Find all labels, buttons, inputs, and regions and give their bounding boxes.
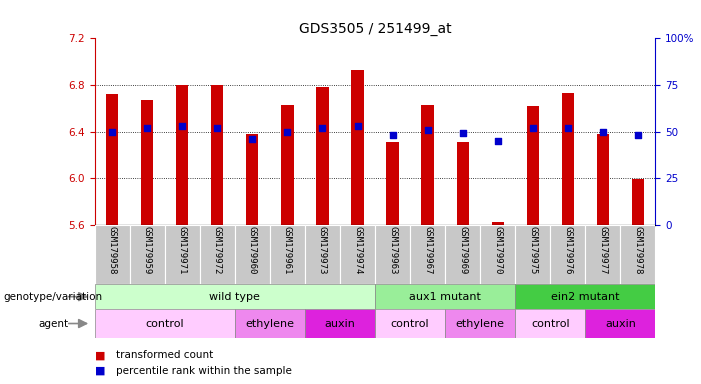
Bar <box>281 105 294 225</box>
Text: GSM179963: GSM179963 <box>388 226 397 274</box>
Bar <box>445 309 515 338</box>
Point <box>352 123 363 129</box>
Bar <box>597 134 609 225</box>
Bar <box>351 70 364 225</box>
Point <box>317 125 328 131</box>
Text: GSM179970: GSM179970 <box>494 226 502 274</box>
Bar <box>95 309 235 338</box>
Bar <box>305 225 340 284</box>
Bar <box>620 225 655 284</box>
Point <box>177 123 188 129</box>
Text: ■: ■ <box>95 350 105 360</box>
Bar <box>270 225 305 284</box>
Text: GSM179972: GSM179972 <box>213 226 222 274</box>
Text: genotype/variation: genotype/variation <box>4 291 102 302</box>
Point <box>562 125 573 131</box>
Bar <box>410 225 445 284</box>
Bar <box>515 225 550 284</box>
Text: GSM179978: GSM179978 <box>634 226 642 274</box>
Bar <box>526 106 539 225</box>
Text: ethylene: ethylene <box>245 318 294 329</box>
Text: control: control <box>145 318 184 329</box>
Bar <box>375 309 445 338</box>
Bar <box>305 309 375 338</box>
Bar <box>95 284 375 309</box>
Text: GSM179976: GSM179976 <box>564 226 572 274</box>
Text: ethylene: ethylene <box>456 318 505 329</box>
Bar <box>585 225 620 284</box>
Bar <box>515 309 585 338</box>
Bar <box>445 225 480 284</box>
Bar <box>141 100 154 225</box>
Point <box>597 128 608 135</box>
Text: aux1 mutant: aux1 mutant <box>409 291 481 302</box>
Bar <box>550 225 585 284</box>
Text: percentile rank within the sample: percentile rank within the sample <box>116 366 292 376</box>
Text: GSM179961: GSM179961 <box>283 226 292 274</box>
Text: ■: ■ <box>95 366 105 376</box>
Text: GSM179973: GSM179973 <box>318 226 327 274</box>
Text: auxin: auxin <box>605 318 636 329</box>
Bar <box>106 94 118 225</box>
Bar <box>585 309 655 338</box>
Bar <box>421 105 434 225</box>
Point <box>142 125 153 131</box>
Point <box>527 125 538 131</box>
Bar <box>235 225 270 284</box>
Text: GSM179959: GSM179959 <box>143 226 151 274</box>
Text: ein2 mutant: ein2 mutant <box>551 291 620 302</box>
Text: GSM179960: GSM179960 <box>248 226 257 274</box>
Point <box>212 125 223 131</box>
Point <box>387 132 398 138</box>
Point <box>457 130 468 136</box>
Point <box>247 136 258 142</box>
Point <box>632 132 644 138</box>
Bar <box>562 93 574 225</box>
Text: auxin: auxin <box>325 318 355 329</box>
Bar <box>456 142 469 225</box>
Text: agent: agent <box>39 318 69 329</box>
Bar <box>316 87 329 225</box>
Bar <box>515 284 655 309</box>
Text: GSM179958: GSM179958 <box>108 226 116 274</box>
Bar <box>491 222 504 225</box>
Text: GSM179975: GSM179975 <box>529 226 537 274</box>
Text: GSM179974: GSM179974 <box>353 226 362 274</box>
Bar <box>632 179 644 225</box>
Bar <box>235 309 305 338</box>
Text: control: control <box>390 318 430 329</box>
Bar <box>200 225 235 284</box>
Bar <box>211 85 224 225</box>
Bar <box>480 225 515 284</box>
Bar <box>340 225 375 284</box>
Bar <box>95 225 130 284</box>
Text: transformed count: transformed count <box>116 350 213 360</box>
Bar <box>375 284 515 309</box>
Point <box>282 128 293 135</box>
Bar <box>246 134 259 225</box>
Title: GDS3505 / 251499_at: GDS3505 / 251499_at <box>299 22 451 36</box>
Bar <box>165 225 200 284</box>
Text: GSM179977: GSM179977 <box>599 226 607 274</box>
Bar <box>176 85 189 225</box>
Text: GSM179971: GSM179971 <box>178 226 186 274</box>
Text: GSM179967: GSM179967 <box>423 226 432 274</box>
Bar <box>375 225 410 284</box>
Point <box>492 138 503 144</box>
Text: wild type: wild type <box>210 291 260 302</box>
Bar <box>130 225 165 284</box>
Point <box>107 128 118 135</box>
Bar <box>386 142 399 225</box>
Point <box>422 127 433 133</box>
Text: GSM179969: GSM179969 <box>458 226 467 274</box>
Text: control: control <box>531 318 570 329</box>
